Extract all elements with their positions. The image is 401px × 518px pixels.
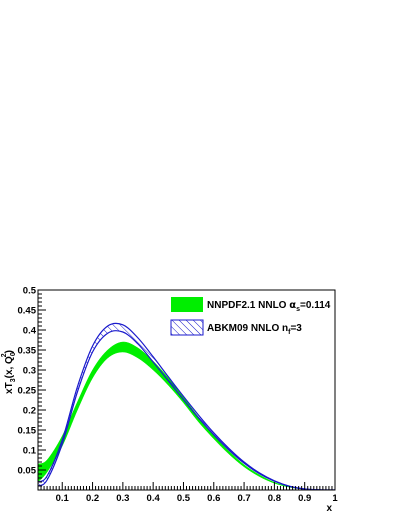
y-tick-label: 0.05 bbox=[18, 466, 37, 477]
y-tick-label: 0.25 bbox=[18, 386, 37, 397]
x-tick-label: 0.7 bbox=[237, 493, 250, 504]
y-axis: 0.05 0.1 0.15 0.2 0.25 0.3 0.35 0.4 0.45 0.5 bbox=[18, 286, 46, 487]
x-axis-title: x bbox=[326, 503, 332, 514]
y-axis-title: xT3(x, Q02) bbox=[1, 350, 17, 394]
x-axis: 0.1 0.2 0.3 0.4 0.5 0.6 0.7 0.8 0.9 1 bbox=[40, 482, 338, 504]
x-tick-label: 0.4 bbox=[147, 493, 161, 504]
x-tick-label: 0.3 bbox=[116, 493, 129, 504]
band-abkm-lower-edge bbox=[38, 330, 335, 490]
y-tick-label: 0.15 bbox=[18, 426, 37, 437]
x-tick-label: 0.2 bbox=[86, 493, 99, 504]
x-tick-label: 0.9 bbox=[298, 493, 311, 504]
y-tick-label: 0.45 bbox=[18, 306, 37, 317]
y-tick-label: 0.35 bbox=[18, 346, 37, 357]
plot-area-bands bbox=[38, 322, 335, 490]
x-tick-label: 0.6 bbox=[207, 493, 220, 504]
band-nnpdf bbox=[38, 341, 335, 490]
legend-swatch-abkm bbox=[170, 319, 204, 336]
x-tick-label: 0.8 bbox=[268, 493, 281, 504]
y-tick-label: 0.2 bbox=[23, 406, 36, 417]
y-tick-label: 0.1 bbox=[23, 446, 37, 457]
legend-label-abkm: ABKM09 NNLO nf=3 bbox=[207, 323, 302, 336]
legend-label-nnpdf: NNPDF2.1 NNLO αs=0.114 bbox=[207, 300, 331, 313]
y-tick-label: 0.4 bbox=[23, 326, 37, 337]
x-tick-label: 0.1 bbox=[56, 493, 70, 504]
x-tick-label: 1 bbox=[332, 493, 338, 504]
legend: NNPDF2.1 NNLO αs=0.114 ABKM09 NNLO nf=3 bbox=[170, 297, 331, 336]
y-tick-label: 0.3 bbox=[23, 366, 36, 377]
y-tick-label: 0.5 bbox=[23, 286, 37, 297]
legend-swatch-nnpdf bbox=[171, 297, 203, 312]
x-tick-label: 0.5 bbox=[177, 493, 191, 504]
